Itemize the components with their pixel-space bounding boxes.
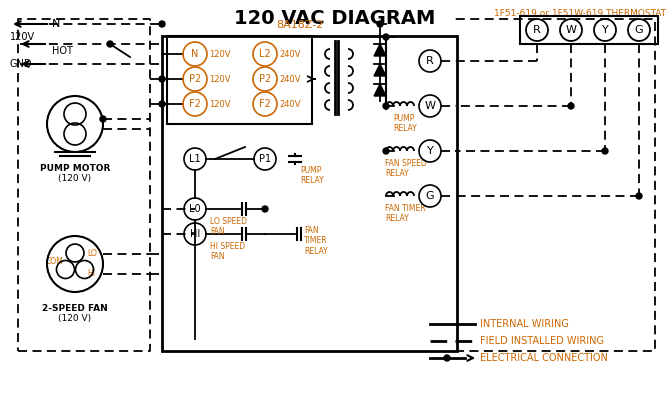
- Circle shape: [159, 76, 165, 82]
- Circle shape: [159, 21, 165, 27]
- Text: 240V: 240V: [279, 49, 301, 59]
- Circle shape: [100, 116, 106, 122]
- Text: 240V: 240V: [279, 75, 301, 83]
- Text: PUMP
RELAY: PUMP RELAY: [300, 166, 324, 185]
- Circle shape: [383, 103, 389, 109]
- Text: W: W: [425, 101, 436, 111]
- Text: 120V: 120V: [10, 32, 35, 42]
- Circle shape: [377, 21, 383, 27]
- Text: 120V: 120V: [209, 49, 230, 59]
- Text: 120 VAC DIAGRAM: 120 VAC DIAGRAM: [234, 9, 436, 28]
- Text: FAN
TIMER
RELAY: FAN TIMER RELAY: [304, 226, 328, 256]
- Text: ELECTRICAL CONNECTION: ELECTRICAL CONNECTION: [480, 353, 608, 363]
- Text: LO: LO: [87, 249, 97, 259]
- Polygon shape: [374, 44, 386, 56]
- Text: Y: Y: [427, 146, 433, 156]
- Polygon shape: [374, 84, 386, 96]
- Text: COM: COM: [46, 256, 63, 266]
- Bar: [162, 36, 457, 351]
- Circle shape: [444, 355, 450, 361]
- Bar: [520, 16, 658, 44]
- Text: F2: F2: [189, 99, 201, 109]
- Text: FAN TIMER
RELAY: FAN TIMER RELAY: [385, 204, 425, 223]
- Text: HI SPEED
FAN: HI SPEED FAN: [210, 242, 245, 261]
- Text: N: N: [192, 49, 199, 59]
- Text: PUMP MOTOR: PUMP MOTOR: [40, 164, 110, 173]
- Text: PUMP
RELAY: PUMP RELAY: [393, 114, 417, 133]
- Text: G: G: [634, 25, 643, 35]
- Text: HI: HI: [87, 269, 95, 279]
- Text: 2-SPEED FAN: 2-SPEED FAN: [42, 304, 108, 313]
- Circle shape: [383, 34, 389, 40]
- Text: P2: P2: [189, 74, 201, 84]
- Text: 120V: 120V: [209, 75, 230, 83]
- Circle shape: [383, 148, 389, 154]
- Text: LO SPEED
FAN: LO SPEED FAN: [210, 217, 247, 236]
- Text: FAN SPEED
RELAY: FAN SPEED RELAY: [385, 159, 427, 178]
- Text: 8A18Z-2: 8A18Z-2: [276, 20, 323, 30]
- Circle shape: [602, 148, 608, 154]
- Text: P2: P2: [259, 74, 271, 84]
- Bar: [167, 36, 312, 124]
- Text: N: N: [52, 19, 60, 29]
- Text: G: G: [425, 191, 434, 201]
- Text: FIELD INSTALLED WIRING: FIELD INSTALLED WIRING: [480, 336, 604, 346]
- Text: INTERNAL WIRING: INTERNAL WIRING: [480, 319, 569, 329]
- Text: 240V: 240V: [279, 99, 301, 109]
- Text: (120 V): (120 V): [58, 314, 92, 323]
- Circle shape: [568, 103, 574, 109]
- Text: 120V: 120V: [209, 99, 230, 109]
- Text: P1: P1: [259, 154, 271, 164]
- Circle shape: [636, 193, 642, 199]
- Text: Y: Y: [602, 25, 608, 35]
- Text: L1: L1: [189, 154, 201, 164]
- Text: L0: L0: [189, 204, 201, 214]
- Text: W: W: [565, 25, 576, 35]
- Circle shape: [107, 41, 113, 47]
- Circle shape: [262, 206, 268, 212]
- Text: HI: HI: [190, 229, 200, 239]
- Text: 1F51-619 or 1F51W-619 THERMOSTAT: 1F51-619 or 1F51W-619 THERMOSTAT: [494, 9, 666, 18]
- Text: F2: F2: [259, 99, 271, 109]
- Text: R: R: [426, 56, 434, 66]
- Polygon shape: [374, 64, 386, 76]
- Text: L2: L2: [259, 49, 271, 59]
- Text: (120 V): (120 V): [58, 174, 92, 183]
- Circle shape: [159, 101, 165, 107]
- Text: R: R: [533, 25, 541, 35]
- Text: HOT: HOT: [52, 46, 73, 56]
- Text: GND: GND: [10, 59, 33, 69]
